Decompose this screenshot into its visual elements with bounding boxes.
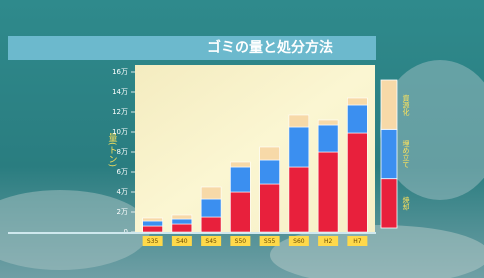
legend-swatch xyxy=(381,80,397,129)
legend-swatch xyxy=(381,129,397,178)
legend-label: 焼却 xyxy=(402,195,410,211)
legend-label: 埋め立て xyxy=(402,139,410,168)
bar-segment xyxy=(172,219,192,224)
bar-segment xyxy=(230,162,250,167)
bar-segment xyxy=(172,215,192,219)
bar-segment xyxy=(347,105,367,133)
y-tick-label: 4万 xyxy=(117,188,128,196)
x-tick-label: H2 xyxy=(324,238,333,245)
x-tick-label: H7 xyxy=(353,238,362,245)
bar-segment xyxy=(143,218,163,221)
y-tick-label: 8万 xyxy=(117,148,128,156)
x-tick-label: S55 xyxy=(264,238,276,245)
bar-segment xyxy=(260,147,280,160)
y-tick-label: 16万 xyxy=(112,68,128,76)
page: {"chart_data": {"type": "stacked_bar", "… xyxy=(0,0,484,278)
bar-segment xyxy=(289,127,309,167)
legend-swatch xyxy=(381,179,397,228)
bar-segment xyxy=(318,152,338,232)
bar-segment xyxy=(201,199,221,217)
x-tick-label: S50 xyxy=(235,238,247,245)
x-tick-label: S45 xyxy=(205,238,217,245)
bar-segment xyxy=(201,187,221,199)
bar-segment xyxy=(289,167,309,232)
bar-segment xyxy=(143,221,163,226)
x-tick-label: S40 xyxy=(176,238,188,245)
y-tick-label: 2万 xyxy=(117,208,128,216)
bar-segment xyxy=(230,167,250,192)
bar-segment xyxy=(172,224,192,232)
plot-panel xyxy=(135,65,375,233)
bar-segment xyxy=(318,125,338,152)
y-tick-label: 14万 xyxy=(112,88,128,96)
bar-segment xyxy=(143,226,163,232)
legend-label: 資源化 xyxy=(402,93,410,116)
bar-segment xyxy=(347,133,367,232)
y-axis-label: 量(トン) xyxy=(107,133,118,167)
bar-segment xyxy=(289,115,309,127)
bar-segment xyxy=(260,184,280,232)
x-tick-label: S60 xyxy=(293,238,305,245)
y-tick-label: 12万 xyxy=(112,108,128,116)
bar-segment xyxy=(260,160,280,184)
x-tick-label: S35 xyxy=(147,238,159,245)
bar-segment xyxy=(201,217,221,232)
bar-segment xyxy=(230,192,250,232)
baseline-band xyxy=(8,232,376,234)
y-tick-label: 10万 xyxy=(112,128,128,136)
y-tick-label: 6万 xyxy=(117,168,128,176)
bar-segment xyxy=(347,98,367,105)
chart-title: ゴミの量と処分方法 xyxy=(207,39,333,56)
bar-segment xyxy=(318,120,338,125)
chart: ゴミの量と処分方法 量(トン) 02万4万6万8万10万12万14万16万S35… xyxy=(0,0,484,278)
